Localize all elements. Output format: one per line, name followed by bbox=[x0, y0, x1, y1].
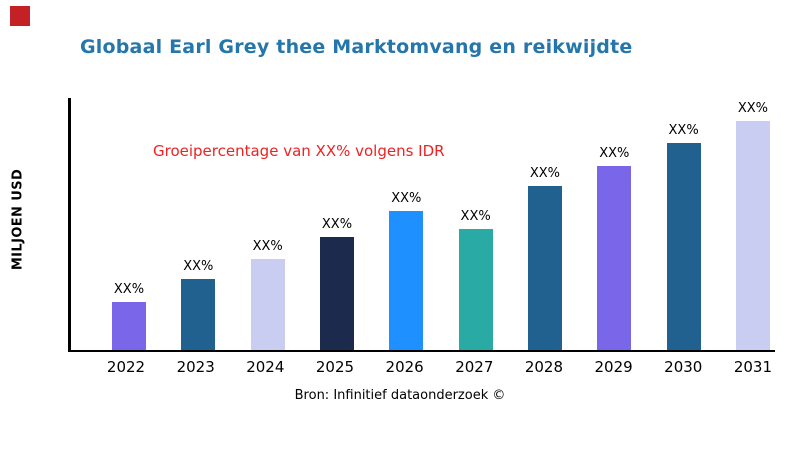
bar-group-2026: XX% bbox=[384, 98, 428, 350]
x-tick-2023: 2023 bbox=[176, 358, 215, 376]
bar-value-label-2023: XX% bbox=[183, 259, 214, 275]
bar-2027 bbox=[458, 229, 493, 350]
bar-2026 bbox=[389, 211, 424, 350]
y-axis-label: MILJOEN USD bbox=[10, 168, 26, 271]
bar-group-2030: XX% bbox=[662, 98, 706, 350]
bar-2028 bbox=[527, 186, 562, 350]
corner-marker bbox=[10, 6, 30, 26]
bar-group-2023: XX% bbox=[176, 98, 220, 350]
plot-area: Groeipercentage van XX% volgens IDR XX% X… bbox=[68, 98, 775, 352]
bar-value-label-2031: XX% bbox=[737, 100, 769, 116]
bar-value-label-2028: XX% bbox=[529, 166, 561, 182]
x-tick-2022: 2022 bbox=[106, 358, 146, 376]
bar-value-label-2026: XX% bbox=[391, 191, 422, 207]
x-tick-2026: 2026 bbox=[385, 358, 424, 376]
bar-value-label-2030: XX% bbox=[668, 123, 699, 139]
bar-2031 bbox=[735, 120, 770, 350]
x-tick-2030: 2030 bbox=[664, 358, 703, 376]
bar-2023 bbox=[181, 279, 216, 350]
bar-2024 bbox=[250, 259, 285, 350]
source-caption: Bron: Infinitief dataonderzoek © bbox=[294, 388, 506, 403]
x-tick-2025: 2025 bbox=[315, 358, 355, 376]
bar-group-2025: XX% bbox=[315, 98, 359, 350]
growth-annotation: Groeipercentage van XX% volgens IDR bbox=[153, 142, 445, 160]
x-tick-2031: 2031 bbox=[733, 358, 772, 376]
bar-value-label-2029: XX% bbox=[599, 146, 630, 162]
bar-2030 bbox=[666, 143, 701, 350]
bar-value-label-2025: XX% bbox=[321, 216, 353, 232]
bar-group-2027: XX% bbox=[454, 98, 498, 350]
bar-group-2031: XX% bbox=[731, 98, 775, 350]
bars-container: XX% XX% XX% XX% XX% XX% XX% XX% XX% XX% bbox=[71, 98, 775, 350]
x-tick-2029: 2029 bbox=[594, 358, 633, 376]
bar-value-label-2022: XX% bbox=[113, 282, 145, 298]
bar-2025 bbox=[319, 236, 354, 350]
page-title: Globaal Earl Grey thee Marktomvang en re… bbox=[80, 36, 633, 58]
bar-group-2029: XX% bbox=[592, 98, 636, 350]
bar-group-2024: XX% bbox=[246, 98, 290, 350]
bar-2022 bbox=[112, 302, 146, 350]
x-tick-2028: 2028 bbox=[524, 358, 564, 376]
bar-group-2022: XX% bbox=[107, 98, 151, 350]
bar-2029 bbox=[597, 166, 632, 350]
bar-value-label-2024: XX% bbox=[252, 239, 283, 255]
bar-group-2028: XX% bbox=[523, 98, 567, 350]
bar-value-label-2027: XX% bbox=[460, 209, 491, 225]
x-tick-2024: 2024 bbox=[246, 358, 285, 376]
x-tick-2027: 2027 bbox=[455, 358, 494, 376]
x-axis-ticks: 2022 2023 2024 2025 2026 2027 2028 2029 2030 2031 bbox=[68, 358, 775, 376]
